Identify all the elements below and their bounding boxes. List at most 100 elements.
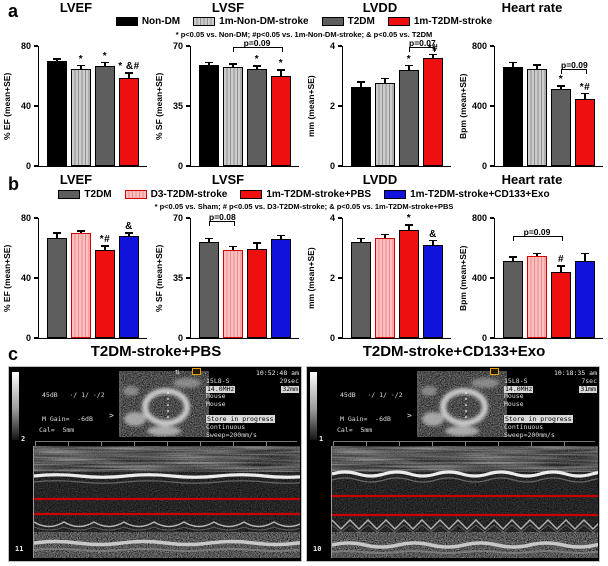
significance-annotation: * (102, 50, 108, 62)
error-bar (360, 239, 362, 242)
status-badge: Store in progress (504, 414, 573, 423)
y-tick-label: 4 (329, 40, 335, 51)
chart-heart-rate: Heart rate Bpm (mean+SE) 0 400 800 # p=0.09 (456, 172, 608, 343)
depth-marker-bottom: 10 (313, 545, 322, 553)
bar-t2dm (551, 88, 571, 166)
chart-heart-rate: Heart rate Bpm (mean+SE) 0 400 800 * *# p=0.09 (456, 0, 608, 171)
chart-area: Bpm (mean+SE) 0 400 800 # p=0.09 (456, 213, 608, 343)
chart-area: mm (mean+SE) 0 2 4 * *# p=0.07 (304, 38, 456, 171)
y-axis-label: mm (mean+SE) (306, 247, 316, 309)
error-bar-cap (229, 245, 237, 248)
mgain-line: M Gain= -6dB (340, 415, 391, 423)
y-tick-mark (34, 45, 38, 47)
legend-swatch (193, 17, 216, 26)
y-tick-mark (490, 165, 494, 167)
bar-t2dm (199, 242, 219, 338)
active-frame-icon (192, 368, 201, 375)
elapsed-time: 7sec (581, 376, 597, 385)
legend-swatch (321, 17, 344, 26)
y-tick-mark (34, 277, 38, 279)
gain-line: 45dB ·/ 1/ ·/2 (42, 391, 105, 399)
error-bar (56, 233, 58, 238)
time-ruler (333, 441, 595, 446)
error-bar (384, 235, 386, 238)
chart-area: % SF (mean+SE) 0 35 70 * * p=0.09 (152, 38, 304, 171)
legend-swatch (124, 190, 147, 199)
bar-non-dm (351, 86, 371, 166)
y-axis-label: % EF (mean+SE) (2, 72, 12, 140)
bar-t2dm (247, 69, 267, 166)
y-tick-mark (338, 45, 342, 47)
y-tick-mark (338, 277, 342, 279)
mmode-trace (331, 446, 599, 558)
legend-swatch (58, 190, 81, 199)
legend-item-1m-non-dm-stroke: 1m-Non-DM-stroke (193, 16, 309, 27)
scan-info: 10:52:48 am 15L8-S 29sec 14.0MHz 32mm Mo… (206, 369, 299, 439)
bar-1m-t2dm-stroke (423, 58, 443, 166)
y-tick-label: 2 (329, 100, 335, 111)
error-bar-cap (229, 63, 237, 65)
y-axis: 0 35 70 (166, 41, 190, 171)
ultrasound-title-pbs: T2DM-stroke+PBS (90, 343, 222, 360)
bar-non-dm (47, 61, 67, 166)
y-tick-mark (186, 165, 190, 167)
legend-item-d3-t2dm-stroke: D3-T2DM-stroke (124, 189, 227, 200)
transducer-orientation-icon: ⇅ (175, 367, 180, 376)
bar-t2dm (47, 237, 67, 338)
y-tick-label: 70 (172, 212, 183, 223)
legend-swatch (240, 190, 263, 199)
significance-annotation: & (125, 221, 133, 233)
y-axis-label: % SF (mean+SE) (154, 72, 164, 140)
bar-1m-t2dm-stroke-pbs (399, 230, 419, 338)
error-bar (80, 231, 82, 233)
error-bar-cap (53, 232, 61, 234)
depth-marker-top: 2 (21, 435, 26, 443)
significance-bracket (561, 68, 587, 74)
y-tick-mark (490, 277, 494, 279)
significance-bracket (513, 236, 563, 241)
error-bar-cap (125, 232, 133, 234)
error-bar-cap (405, 64, 413, 67)
error-bar-cap (533, 252, 541, 254)
y-axis: 0 400 800 (470, 41, 494, 171)
panel-label-a: a (8, 1, 19, 21)
error-bar-cap (253, 65, 261, 67)
y-axis-label: % SF (mean+SE) (154, 244, 164, 312)
y-tick-label: 4 (329, 212, 335, 223)
y-tick-mark (186, 277, 190, 279)
sweep-mode: Continuous (206, 422, 246, 431)
error-bar-cap (357, 81, 365, 83)
y-axis: 0 2 4 (318, 41, 342, 171)
subject-line: Mouse (206, 400, 226, 409)
error-bar-cap (101, 61, 109, 64)
plot-area: * * p=0.09 (190, 38, 299, 167)
y-tick-label: 800 (471, 212, 487, 223)
mline-marker-icon: > (407, 411, 412, 420)
timestamp: 10:18:35 am (553, 369, 597, 377)
legend-swatch (384, 190, 407, 199)
chart-lvdd: LVDD mm (mean+SE) 0 2 4 * *# p=0.07 (304, 0, 456, 171)
gain-line: 45dB ·/ 1/ ·/2 (340, 391, 403, 399)
y-tick-label: 2 (329, 272, 335, 283)
significance-annotation: * (78, 53, 84, 65)
error-bar-cap (381, 77, 389, 79)
significance-bracket (409, 47, 435, 52)
error-bar-cap (125, 72, 133, 74)
mmode-trace (33, 446, 301, 558)
error-bar-cap (253, 242, 261, 244)
bmode-thumbnail (119, 371, 209, 437)
bar-1m-t2dm-stroke-pbs (247, 248, 267, 338)
scan-info: 10:18:35 am 15L8-S 7sec 14.0MHz 31mm Mou… (504, 369, 597, 439)
error-bar (536, 254, 538, 257)
grayscale-bar (12, 372, 19, 440)
y-tick-mark (186, 45, 190, 47)
depth-marker-top: 1 (319, 435, 324, 443)
significance-annotation: *# (579, 81, 591, 93)
error-bar (584, 254, 586, 261)
error-bar (104, 63, 106, 66)
legend-label: 1m-Non-DM-stroke (219, 16, 309, 27)
bar-non-dm (199, 64, 219, 166)
chart-lvdd: LVDD mm (mean+SE) 0 2 4 * & (304, 172, 456, 343)
y-tick-mark (34, 165, 38, 167)
significance-annotation: * (406, 213, 412, 224)
